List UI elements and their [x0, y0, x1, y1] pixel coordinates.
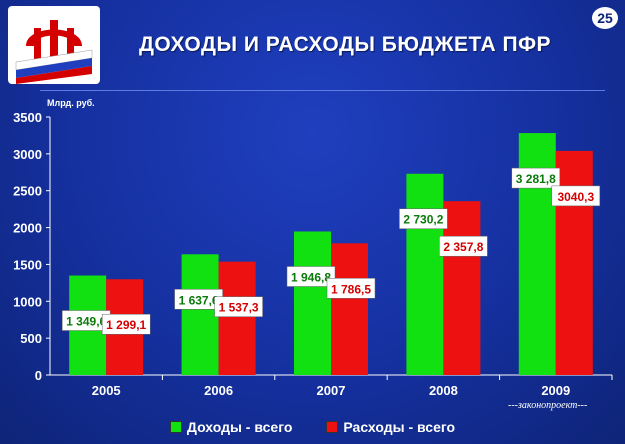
- data-label-text: 1 349,6: [66, 315, 106, 329]
- data-label-expense-2009: 3040,3: [551, 185, 601, 207]
- y-tick-label: 500: [20, 331, 42, 346]
- data-label-text: 1 786,5: [331, 282, 371, 296]
- y-axis-unit-label: Млрд. руб.: [47, 98, 95, 108]
- y-tick-label: 1000: [13, 294, 42, 309]
- data-label-text: 1 637,6: [179, 293, 219, 307]
- data-label-income-2007: 1 946,8: [286, 266, 336, 287]
- data-label-text: 1 946,8: [291, 270, 331, 284]
- data-label-box: [399, 208, 448, 229]
- bar-income-2007: [294, 231, 331, 375]
- data-label-box: [214, 296, 263, 317]
- pfr-logo: [8, 6, 100, 84]
- bar-income-2006: [181, 254, 219, 375]
- data-label-box: [101, 313, 151, 335]
- y-tick-label: 2500: [13, 184, 42, 199]
- title-divider: [40, 90, 605, 91]
- x-tick-label: 2009: [541, 383, 570, 398]
- data-label-text: 3 281,8: [516, 172, 556, 186]
- bar-expense-2007: [331, 243, 368, 375]
- y-tick-label: 3500: [13, 110, 42, 125]
- y-tick-label: 2000: [13, 221, 42, 236]
- data-label-expense-2008: 2 357,8: [439, 235, 488, 257]
- bar-expense-2008: [443, 201, 481, 375]
- data-label-text: 1 299,1: [106, 318, 146, 332]
- legend-item-income: Доходы - всего: [169, 419, 293, 435]
- draft-law-note: ---законопроект---: [508, 400, 588, 411]
- data-label-box: [511, 167, 561, 189]
- x-tick-label: 2006: [204, 383, 233, 398]
- bar-expense-2006: [218, 261, 256, 375]
- data-label-expense-2007: 1 786,5: [326, 278, 376, 299]
- page-title: ДОХОДЫ И РАСХОДЫ БЮДЖЕТА ПФР: [138, 33, 552, 56]
- data-label-box: [326, 278, 376, 299]
- data-label-expense-2006: 1 537,3: [214, 296, 263, 317]
- data-label-text: 2 357,8: [443, 240, 483, 254]
- data-label-expense-2005: 1 299,1: [101, 313, 151, 335]
- x-tick-label: 2007: [317, 383, 346, 398]
- legend-label-expense: Расходы - всего: [343, 419, 456, 435]
- legend-label-income: Доходы - всего: [186, 419, 293, 435]
- bar-expense-2009: [555, 150, 593, 375]
- data-label-text: 2 730,2: [403, 213, 443, 227]
- y-tick-label: 3000: [13, 147, 42, 162]
- data-label-income-2009: 3 281,8: [511, 167, 561, 189]
- x-tick-label: 2005: [92, 383, 121, 398]
- x-tick-label: 2008: [429, 383, 458, 398]
- data-label-box: [551, 185, 601, 207]
- data-label-box: [286, 266, 336, 287]
- y-tick-label: 1500: [13, 257, 42, 272]
- bar-income-2008: [406, 173, 444, 375]
- data-label-text: 1 537,3: [219, 301, 259, 315]
- data-label-text: 3040,3: [557, 190, 594, 204]
- data-label-income-2006: 1 637,6: [174, 289, 223, 310]
- legend-swatch-income: [169, 421, 182, 433]
- y-tick-label: 0: [35, 368, 42, 383]
- page-number-badge: 25: [592, 7, 618, 29]
- data-label-income-2008: 2 730,2: [399, 208, 448, 229]
- chart-legend: Доходы - всего Расходы - всего: [0, 419, 625, 435]
- data-label-box: [439, 235, 488, 257]
- legend-swatch-expense: [326, 421, 339, 433]
- legend-item-expense: Расходы - всего: [326, 419, 455, 435]
